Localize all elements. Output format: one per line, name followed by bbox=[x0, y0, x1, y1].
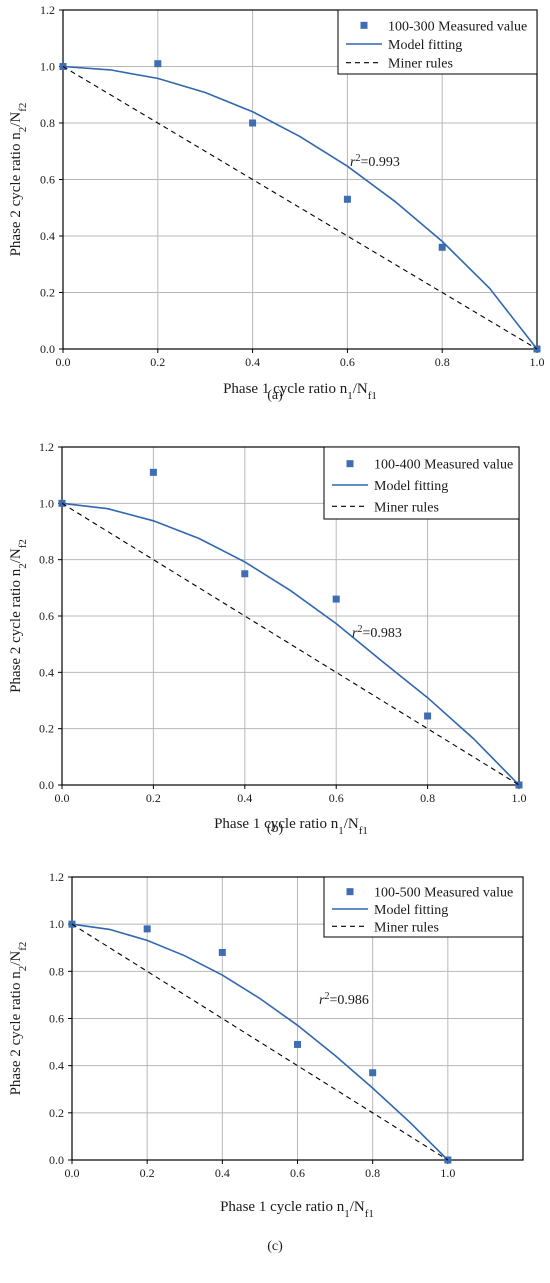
legend: 100-400 Measured value Model fitting Miner… bbox=[323, 446, 520, 520]
legend-marker-points bbox=[346, 888, 354, 896]
x-tick-label: 0.8 bbox=[420, 791, 435, 805]
y-tick-label: 0.2 bbox=[49, 1106, 64, 1120]
y-tick-label: 0.6 bbox=[39, 609, 54, 623]
x-tick-label: 0.6 bbox=[340, 355, 355, 369]
measured-point bbox=[343, 195, 351, 203]
y-tick-label: 0.2 bbox=[40, 286, 55, 300]
y-tick-label: 0.8 bbox=[49, 964, 64, 978]
model-fitting-curve bbox=[62, 65, 538, 350]
y-tick-label: 1.2 bbox=[49, 870, 64, 884]
x-tick-label: 1.0 bbox=[440, 1166, 455, 1180]
panel-label: (c) bbox=[267, 1239, 283, 1254]
legend-entry: Miner rules bbox=[388, 57, 453, 72]
legend-entry: 100-400 Measured value bbox=[374, 458, 513, 473]
measured-point bbox=[369, 1069, 377, 1077]
measured-point bbox=[241, 570, 249, 578]
measured-point bbox=[424, 712, 432, 720]
legend-entry: Model fitting bbox=[374, 479, 448, 494]
legend-box bbox=[337, 9, 538, 75]
y-tick-label: 0.2 bbox=[39, 722, 54, 736]
r-squared-annotation: r2=0.986 bbox=[319, 991, 369, 1009]
y-tick-label: 0.0 bbox=[49, 1153, 64, 1167]
legend-entry: Model fitting bbox=[388, 38, 462, 53]
miner-rules-line bbox=[62, 66, 538, 350]
x-tick-label: 0.0 bbox=[56, 355, 71, 369]
x-tick-label: 0.0 bbox=[65, 1166, 80, 1180]
y-tick-label: 1.2 bbox=[40, 3, 55, 17]
y-tick-label: 0.6 bbox=[49, 1012, 64, 1026]
x-tick-label: 0.2 bbox=[140, 1166, 155, 1180]
panel-label: (a) bbox=[267, 388, 283, 403]
y-tick-label: 0.0 bbox=[40, 342, 55, 356]
legend-marker-points bbox=[346, 460, 354, 468]
x-tick-label: 0.2 bbox=[150, 355, 165, 369]
legend-box bbox=[323, 876, 524, 938]
measured-point bbox=[332, 595, 340, 603]
legend-entry: Miner rules bbox=[374, 500, 439, 515]
measured-point bbox=[294, 1040, 301, 1048]
legend-entry: Model fitting bbox=[374, 903, 448, 918]
x-tick-label: 0.6 bbox=[329, 791, 344, 805]
legend: 100-500 Measured value Model fitting Miner… bbox=[323, 876, 524, 938]
y-axis-label: Phase 2 cycle ratio n2/Nf2 bbox=[8, 103, 29, 257]
measured-point bbox=[438, 243, 446, 251]
y-tick-label: 0.4 bbox=[39, 665, 54, 679]
chart-panel-b: 0.0 0.2 0.4 0.6 0.8 1.0 0.0 0.2 0.4 0.6 0.8 1.0 1.2 P… bbox=[8, 440, 527, 837]
measured-point bbox=[218, 948, 226, 956]
legend-box bbox=[323, 446, 520, 520]
x-tick-label: 0.6 bbox=[290, 1166, 305, 1180]
x-tick-label: 0.2 bbox=[146, 791, 161, 805]
measured-point bbox=[249, 119, 257, 127]
y-tick-label: 1.0 bbox=[40, 60, 55, 74]
legend-marker-points bbox=[360, 21, 368, 29]
x-tick-label: 0.4 bbox=[215, 1166, 230, 1180]
y-axis-label: Phase 2 cycle ratio n2/Nf2 bbox=[8, 539, 29, 693]
chart-panel-a: 0.0 0.2 0.4 0.6 0.8 1.0 0.0 0.2 0.4 0.6 0.8 1.0 1.2 P… bbox=[8, 3, 545, 403]
x-tick-label: 0.0 bbox=[55, 791, 70, 805]
panel-label: (b) bbox=[267, 821, 284, 836]
measured-point bbox=[154, 60, 162, 68]
y-tick-label: 0.8 bbox=[40, 116, 55, 130]
x-tick-label: 0.4 bbox=[245, 355, 260, 369]
x-tick-label: 0.8 bbox=[365, 1166, 380, 1180]
legend-entry: 100-500 Measured value bbox=[374, 886, 513, 901]
measured-point bbox=[143, 925, 151, 933]
miner-rules-line bbox=[71, 923, 449, 1161]
y-tick-label: 0.0 bbox=[39, 778, 54, 792]
y-axis-label: Phase 2 cycle ratio n2/Nf2 bbox=[8, 942, 29, 1096]
y-tick-label: 0.8 bbox=[39, 553, 54, 567]
miner-rules-line bbox=[61, 502, 520, 786]
chart-panel-c: 0.0 0.2 0.4 0.6 0.8 1.0 0.0 0.2 0.4 0.6 0.8 1.0 1.2 P… bbox=[8, 870, 524, 1254]
x-tick-label: 0.4 bbox=[237, 791, 252, 805]
x-tick-label: 0.8 bbox=[435, 355, 450, 369]
model-fitting-curve bbox=[71, 923, 449, 1161]
y-tick-label: 1.0 bbox=[39, 496, 54, 510]
y-tick-label: 0.6 bbox=[40, 173, 55, 187]
x-axis-label: Phase 1 cycle ratio n1/Nf1 bbox=[220, 1199, 374, 1220]
y-tick-label: 0.4 bbox=[40, 229, 55, 243]
r-squared-annotation: r2=0.993 bbox=[350, 153, 400, 171]
legend: 100-300 Measured value Model fitting Miner… bbox=[337, 9, 538, 75]
y-tick-label: 1.0 bbox=[49, 917, 64, 931]
y-tick-label: 0.4 bbox=[49, 1059, 64, 1073]
model-fitting-curve bbox=[61, 502, 520, 786]
x-tick-label: 1.0 bbox=[512, 791, 527, 805]
y-tick-label: 1.2 bbox=[39, 440, 54, 454]
x-tick-label: 1.0 bbox=[530, 355, 545, 369]
r-squared-annotation: r2=0.983 bbox=[352, 624, 402, 642]
legend-entry: 100-300 Measured value bbox=[388, 19, 527, 34]
legend-entry: Miner rules bbox=[374, 920, 439, 935]
measured-point bbox=[149, 468, 157, 476]
x-axis-label: Phase 1 cycle ratio n1/Nf1 bbox=[214, 816, 368, 837]
x-axis-label: Phase 1 cycle ratio n1/Nf1 bbox=[223, 381, 377, 402]
